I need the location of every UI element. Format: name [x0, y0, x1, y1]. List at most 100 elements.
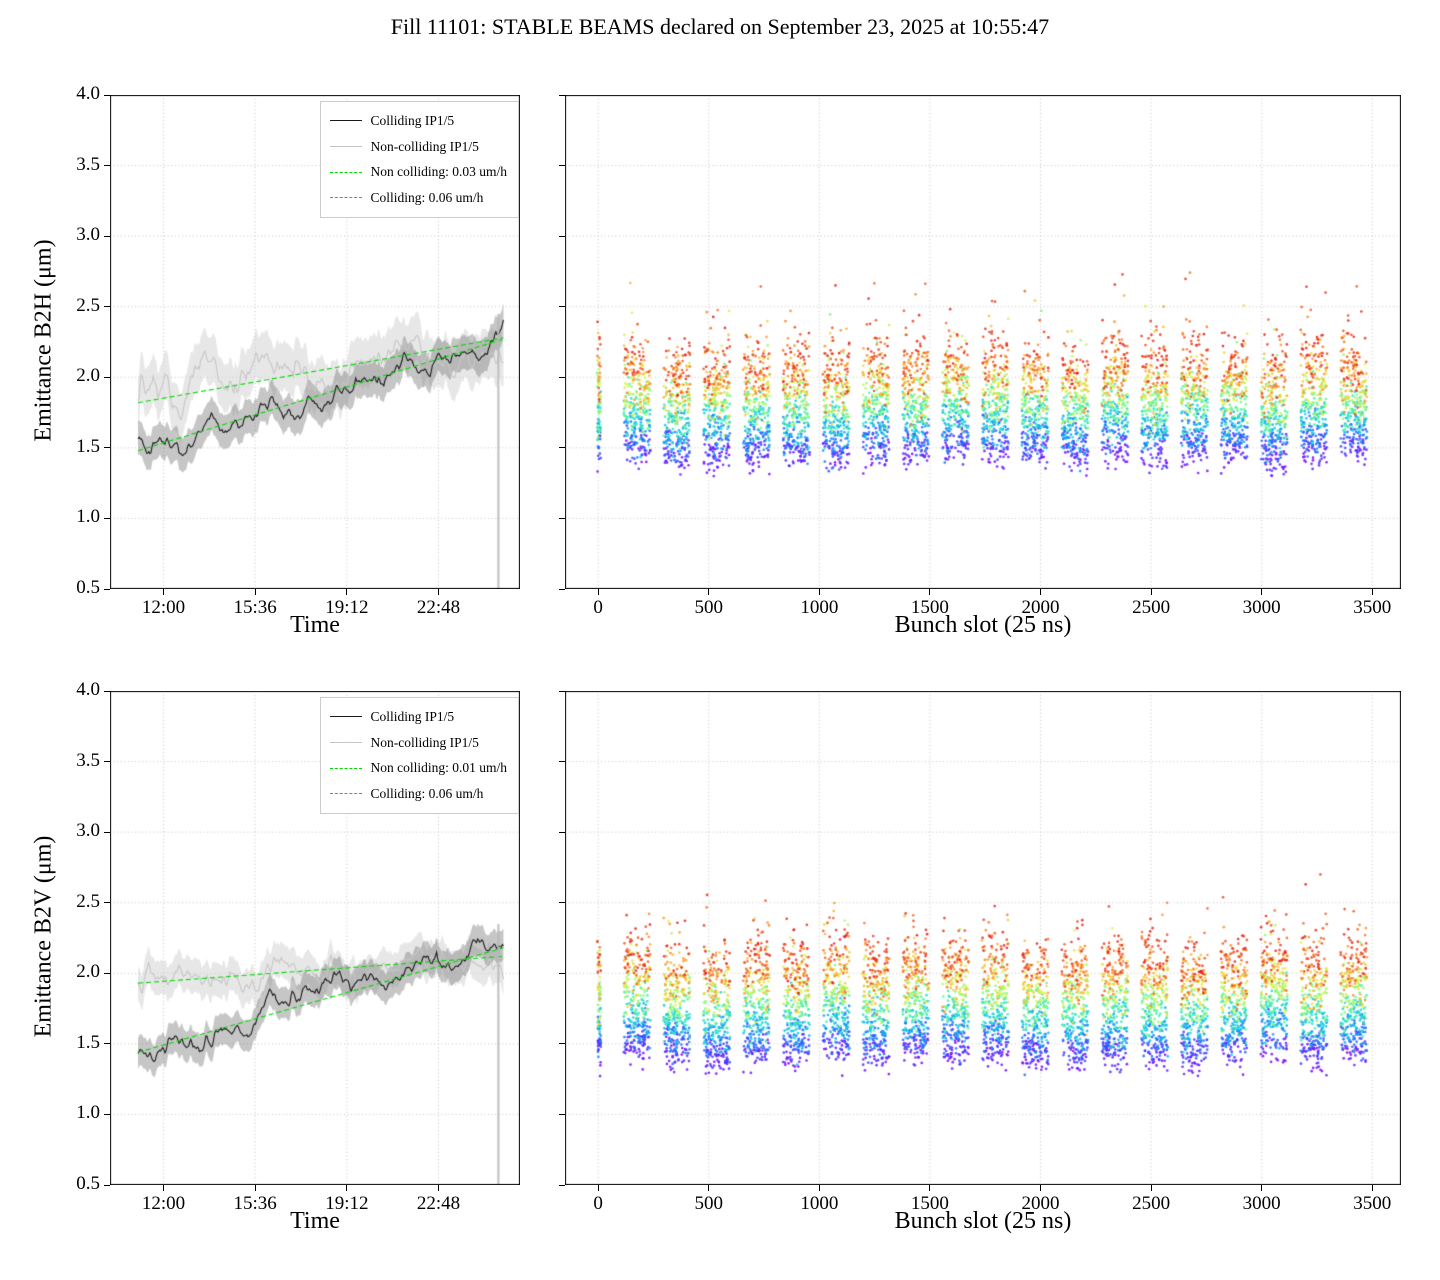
y-tick-mark: [559, 761, 565, 763]
y-tick-mark: [559, 376, 565, 378]
x-tick-label: 22:48: [416, 1193, 461, 1214]
y-tick-mark: [104, 517, 110, 519]
x-tick-mark: [162, 589, 164, 595]
x-tick-label: 3000: [1242, 597, 1281, 618]
y-tick-mark: [104, 235, 110, 237]
subplot-emittance-b2h-time: Colliding IP1/5 Non-colliding IP1/5 Non co…: [110, 95, 520, 589]
y-tick-label: 0.5: [76, 577, 100, 598]
y-tick-mark: [559, 1184, 565, 1186]
y-tick-mark: [559, 690, 565, 692]
legend-entry: Colliding: 0.06 um/h: [329, 781, 508, 807]
y-tick-mark: [559, 517, 565, 519]
legend-label: Colliding: 0.06 um/h: [370, 785, 484, 801]
y-tick-label: 1.0: [76, 1102, 100, 1124]
y-tick-label: 2.5: [76, 890, 100, 912]
x-tick-mark: [254, 1185, 256, 1191]
y-tick-mark: [104, 1113, 110, 1115]
y-tick-mark: [559, 1113, 565, 1115]
x-tick-mark: [1150, 1185, 1152, 1191]
x-tick-mark: [346, 1185, 348, 1191]
y-tick-label: 3.0: [76, 224, 100, 246]
y-tick-mark: [104, 588, 110, 590]
y-tick-mark: [559, 165, 565, 167]
legend-line-sample: [329, 716, 362, 718]
x-tick-mark: [438, 589, 439, 595]
x-tick-mark: [818, 589, 820, 595]
legend-label: Colliding: 0.06 um/h: [370, 189, 484, 205]
x-tick-mark: [597, 589, 599, 595]
x-tick-label: 1000: [800, 1193, 839, 1214]
y-tick-mark: [559, 972, 565, 974]
y-tick-mark: [104, 972, 110, 974]
y-tick-label: 3.5: [76, 749, 100, 771]
y-tick-mark: [104, 306, 110, 308]
figure-title: Fill 11101: STABLE BEAMS declared on Sep…: [390, 14, 1050, 39]
y-tick-mark: [559, 902, 565, 904]
x-tick-label: 19:12: [325, 1193, 369, 1214]
legend-line-sample: [329, 171, 362, 173]
y-tick-mark: [104, 831, 110, 833]
subplot-emittance-b2v-bunch: [565, 691, 1401, 1185]
legend-line-sample: [329, 767, 362, 769]
x-tick-mark: [708, 1185, 710, 1191]
y-tick-mark: [104, 165, 110, 167]
y-tick-label: 1.5: [76, 1031, 100, 1053]
y-tick-label: 4.0: [76, 679, 100, 700]
legend-line-sample: [329, 120, 362, 122]
plot-canvas-b2v-bunch: [565, 691, 1401, 1185]
x-tick-label: 15:36: [233, 1193, 277, 1214]
x-tick-label: 12:00: [141, 1193, 186, 1214]
x-tick-mark: [1150, 589, 1152, 595]
y-tick-label: 3.5: [76, 153, 100, 175]
x-tick-label: 22:48: [416, 597, 461, 618]
y-tick-mark: [104, 761, 110, 763]
y-tick-mark: [559, 588, 565, 590]
x-tick-label: 0: [593, 1193, 603, 1214]
x-axis-label-bunch-bottom: Bunch slot (25 ns): [894, 1208, 1072, 1234]
x-tick-mark: [708, 589, 710, 595]
x-tick-label: 1000: [800, 597, 839, 618]
x-tick-label: 19:12: [325, 597, 369, 618]
x-tick-mark: [1040, 589, 1041, 595]
x-tick-mark: [1261, 1185, 1263, 1191]
legend-label: Non-colliding IP1/5: [370, 734, 479, 750]
legend-label: Non colliding: 0.03 um/h: [370, 164, 508, 180]
x-tick-mark: [929, 589, 931, 595]
y-tick-label: 0.5: [76, 1173, 100, 1194]
x-tick-label: 3000: [1242, 1193, 1281, 1214]
y-tick-label: 3.0: [76, 820, 100, 842]
legend-line-sample: [329, 197, 362, 199]
y-tick-mark: [104, 1184, 110, 1186]
y-tick-mark: [104, 94, 110, 96]
x-tick-mark: [346, 589, 348, 595]
x-tick-label: 2000: [1021, 1193, 1060, 1214]
y-tick-label: 4.0: [76, 83, 100, 104]
x-tick-label: 500: [694, 597, 724, 618]
y-tick-mark: [559, 306, 565, 308]
x-tick-label: 1500: [910, 597, 949, 618]
y-tick-mark: [559, 447, 565, 449]
legend-b2v: Colliding IP1/5 Non-colliding IP1/5 Non co…: [319, 697, 519, 814]
x-axis-label-time-top: Time: [290, 612, 340, 638]
legend-line-sample: [329, 145, 362, 147]
legend-entry: Non-colliding IP1/5: [329, 730, 508, 756]
legend-line-sample: [329, 741, 362, 743]
x-tick-label: 3500: [1353, 1193, 1392, 1214]
x-axis-label-bunch-top: Bunch slot (25 ns): [894, 612, 1072, 638]
y-tick-mark: [559, 831, 565, 833]
legend-entry: Colliding: 0.06 um/h: [329, 185, 508, 211]
y-axis-label-b2v: Emittance B2V (μm): [30, 835, 57, 1038]
x-tick-label: 12:00: [141, 597, 186, 618]
y-tick-mark: [104, 1043, 110, 1045]
y-tick-mark: [104, 902, 110, 904]
legend-entry: Colliding IP1/5: [329, 108, 508, 134]
y-tick-mark: [559, 1043, 565, 1045]
legend-b2h: Colliding IP1/5 Non-colliding IP1/5 Non co…: [319, 101, 519, 218]
legend-entry: Non colliding: 0.03 um/h: [329, 159, 508, 185]
x-tick-label: 2000: [1021, 597, 1060, 618]
x-tick-mark: [1040, 1185, 1041, 1191]
x-tick-label: 1500: [910, 1193, 949, 1214]
x-tick-mark: [1371, 1185, 1373, 1191]
x-tick-mark: [1371, 589, 1373, 595]
y-tick-mark: [104, 376, 110, 378]
